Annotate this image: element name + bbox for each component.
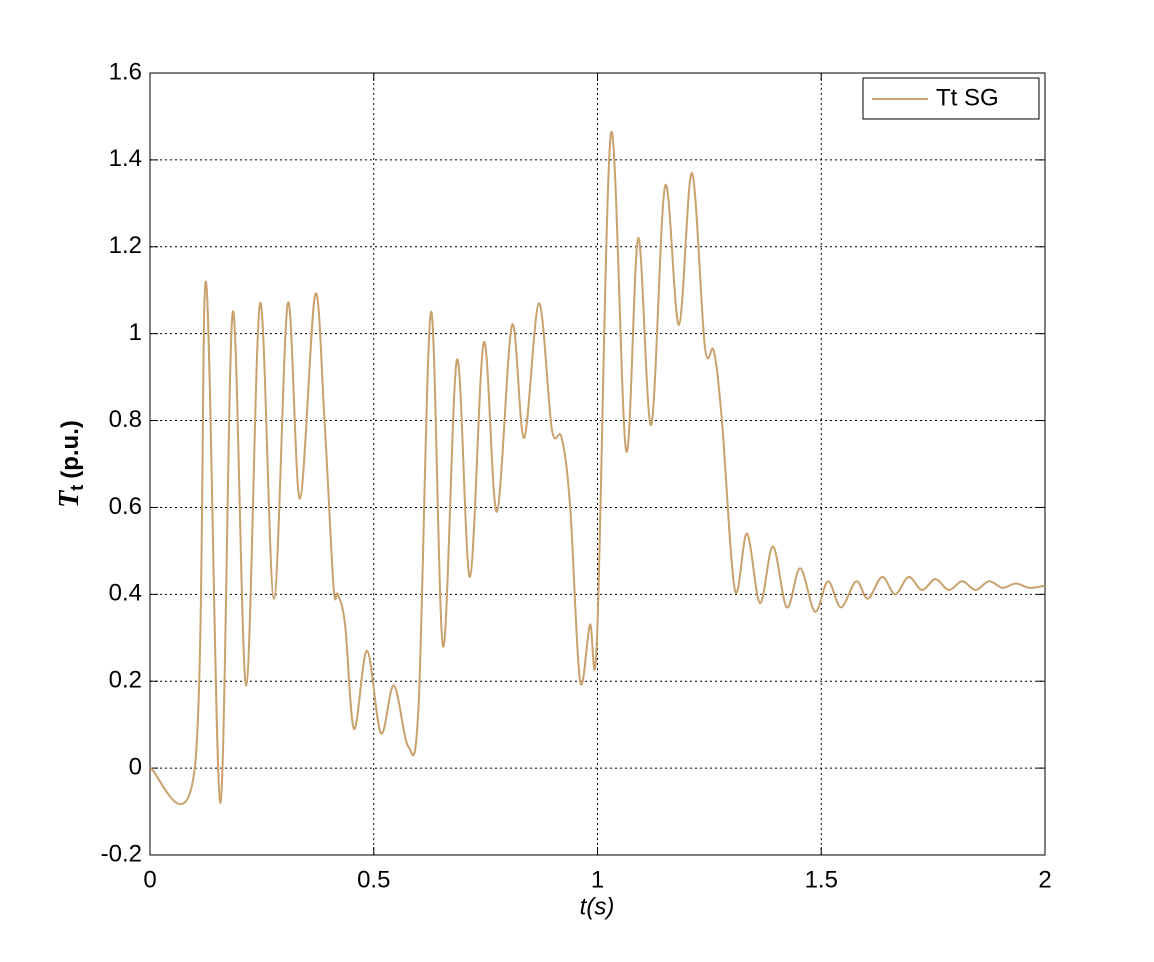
x-axis-label: t(s) [580, 893, 615, 920]
y-tick-label: 0.8 [109, 406, 142, 433]
x-tick-label: 1.5 [805, 866, 838, 893]
y-tick-label: 1.4 [109, 145, 142, 172]
y-axis-symbol: T [54, 489, 85, 508]
y-tick-label: 1 [129, 319, 142, 346]
x-tick-label: 2 [1038, 866, 1051, 893]
y-tick-label: 0 [129, 753, 142, 780]
y-tick-label: -0.2 [101, 840, 142, 867]
x-tick-label: 0 [143, 866, 156, 893]
plot-frame [149, 72, 1046, 856]
y-axis-label: Tt (p.u.) [54, 420, 86, 508]
y-tick-label: 1.6 [109, 58, 142, 85]
x-tick-label: 1 [591, 866, 604, 893]
y-tick-label: 0.4 [109, 580, 142, 607]
legend-label: Tt SG [936, 84, 999, 111]
x-tick-label: 0.5 [357, 866, 390, 893]
data-line [149, 130, 1046, 806]
y-tick-label: 0.6 [109, 493, 142, 520]
y-tick-label: 1.2 [109, 232, 142, 259]
y-tick-label: 0.2 [109, 667, 142, 694]
y-axis-subscript: t [67, 485, 87, 491]
y-axis-unit: (p.u.) [57, 420, 84, 479]
